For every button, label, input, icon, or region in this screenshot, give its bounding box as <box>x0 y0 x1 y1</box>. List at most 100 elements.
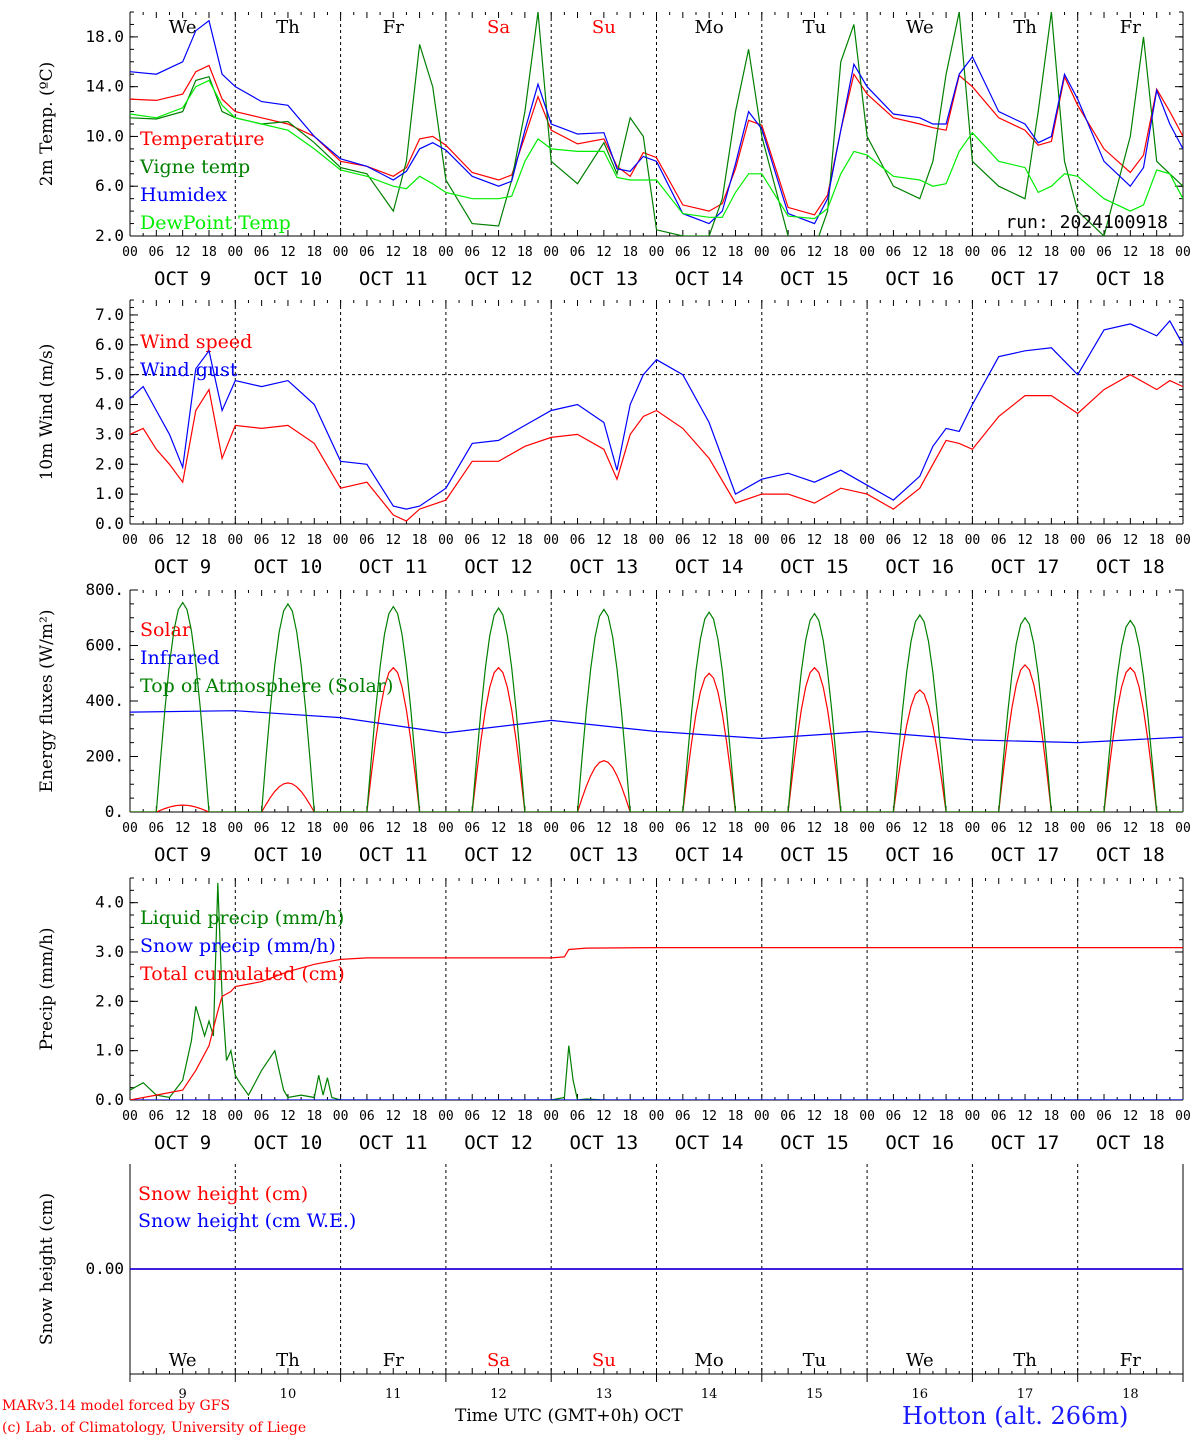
hour-tick-label: 00 <box>122 1109 138 1124</box>
y-tick-label: 3.0 <box>95 424 124 443</box>
day-label: OCT 9 <box>154 844 211 866</box>
hour-tick-label: 18 <box>622 821 638 836</box>
lab-credit: (c) Lab. of Climatology, University of L… <box>2 1420 307 1436</box>
y-axis-label: 2m Temp. (ºC) <box>37 62 57 187</box>
day-label: OCT 11 <box>359 268 428 290</box>
y-tick-label: 4.0 <box>95 395 124 414</box>
hour-tick-label: 18 <box>1149 1109 1165 1124</box>
hour-tick-label: 18 <box>1149 533 1165 548</box>
hour-tick-label: 06 <box>675 1109 691 1124</box>
weekday-label: Sa <box>487 1350 510 1371</box>
hour-tick-label: 12 <box>175 1109 191 1124</box>
hour-tick-label: 06 <box>1096 533 1112 548</box>
hour-tick-label: 00 <box>1175 245 1191 260</box>
hour-tick-label: 18 <box>938 245 954 260</box>
hour-tick-label: 18 <box>306 245 322 260</box>
weekday-label: We <box>906 1350 934 1371</box>
y-tick-label: 7.0 <box>95 305 124 324</box>
day-label: OCT 17 <box>991 844 1060 866</box>
legend-entry: Humidex <box>140 184 227 206</box>
y-axis-label: 10m Wind (m/s) <box>37 344 57 481</box>
day-label: OCT 10 <box>254 556 323 578</box>
series-line-solar <box>130 663 1183 812</box>
day-label: OCT 18 <box>1096 1132 1165 1154</box>
hour-tick-label: 12 <box>491 245 507 260</box>
hour-tick-label: 12 <box>701 533 717 548</box>
legend-entry: Wind gust <box>140 359 238 381</box>
hour-tick-label: 06 <box>359 821 375 836</box>
hour-tick-label: 18 <box>833 1109 849 1124</box>
weekday-label: Mo <box>695 1350 724 1371</box>
hour-tick-label: 06 <box>991 821 1007 836</box>
hour-tick-label: 18 <box>201 1109 217 1124</box>
y-tick-label: 2.0 <box>95 226 124 245</box>
day-label: OCT 10 <box>254 268 323 290</box>
hour-tick-label: 12 <box>912 821 928 836</box>
hour-tick-label: 06 <box>570 533 586 548</box>
hour-tick-label: 06 <box>1096 821 1112 836</box>
y-tick-label: 400. <box>85 691 124 710</box>
panel-5: 0.00 Snow height (cm) We 9 Th 10 Fr 11 Sa 12 Su 13 M… <box>37 1164 1184 1402</box>
weekday-label: Fr <box>1120 1350 1141 1371</box>
hour-tick-label: 00 <box>333 533 349 548</box>
weekday-label: Sa <box>487 17 510 38</box>
hour-tick-label: 18 <box>728 533 744 548</box>
y-axis-label: Precip (mm/h) <box>37 927 57 1050</box>
day-label: OCT 11 <box>359 844 428 866</box>
series-line-infrared <box>130 710 1183 744</box>
hour-tick-label: 18 <box>728 1109 744 1124</box>
hour-tick-label: 06 <box>886 533 902 548</box>
y-tick-label: 600. <box>85 636 124 655</box>
hour-tick-label: 12 <box>701 821 717 836</box>
hour-tick-label: 00 <box>438 245 454 260</box>
hour-tick-label: 12 <box>596 821 612 836</box>
hour-tick-label: 06 <box>148 821 164 836</box>
hour-tick-label: 18 <box>728 245 744 260</box>
hour-tick-label: 00 <box>1070 533 1086 548</box>
day-label: OCT 18 <box>1096 556 1165 578</box>
weekday-label: Fr <box>383 17 404 38</box>
hour-tick-label: 06 <box>886 1109 902 1124</box>
legend-entry: DewPoint Temp <box>140 212 291 234</box>
hour-tick-label: 00 <box>965 1109 981 1124</box>
hour-tick-label: 12 <box>596 245 612 260</box>
hour-tick-label: 18 <box>517 821 533 836</box>
series-line-liquid-precip-mm-h- <box>130 882 1183 1100</box>
day-label: OCT 13 <box>570 844 639 866</box>
day-label: OCT 11 <box>359 1132 428 1154</box>
hour-tick-label: 00 <box>543 533 559 548</box>
hour-tick-label: 12 <box>280 533 296 548</box>
weekday-label: We <box>169 1350 197 1371</box>
weekday-label: Fr <box>383 1350 404 1371</box>
hour-tick-label: 12 <box>491 533 507 548</box>
weekday-label: We <box>169 17 197 38</box>
hour-tick-label: 18 <box>201 821 217 836</box>
hour-tick-label: 00 <box>754 821 770 836</box>
hour-tick-label: 06 <box>780 245 796 260</box>
y-tick-label: 2.0 <box>95 454 124 473</box>
day-label: OCT 17 <box>991 556 1060 578</box>
day-label: OCT 10 <box>254 1132 323 1154</box>
weekday-label: Mo <box>695 17 724 38</box>
day-number-label: 11 <box>385 1387 402 1402</box>
y-tick-label: 10.0 <box>85 126 124 145</box>
panel-4: 0.0 1.0 2.0 3.0 4.0 Precip (mm/h) 00 06 12 18 00 06… <box>37 877 1191 1154</box>
hour-tick-label: 12 <box>596 533 612 548</box>
day-label: OCT 10 <box>254 844 323 866</box>
day-label: OCT 12 <box>464 556 533 578</box>
hour-tick-label: 12 <box>1123 533 1139 548</box>
hour-tick-label: 06 <box>148 1109 164 1124</box>
y-tick-label: 0.0 <box>95 514 124 533</box>
day-label: OCT 12 <box>464 268 533 290</box>
hour-tick-label: 00 <box>754 245 770 260</box>
hour-tick-label: 12 <box>807 533 823 548</box>
hour-tick-label: 00 <box>649 1109 665 1124</box>
panel-3: 0. 200. 400. 600. 800. Energy fluxes (W/m²) 00… <box>37 580 1191 866</box>
hour-tick-label: 00 <box>965 245 981 260</box>
y-tick-label: 0.0 <box>95 1090 124 1109</box>
y-tick-label: 2.0 <box>95 991 124 1010</box>
series-line-total-cumulated-cm- <box>130 947 1183 1100</box>
hour-tick-label: 18 <box>938 1109 954 1124</box>
hour-tick-label: 06 <box>464 821 480 836</box>
y-tick-label: 800. <box>85 580 124 599</box>
